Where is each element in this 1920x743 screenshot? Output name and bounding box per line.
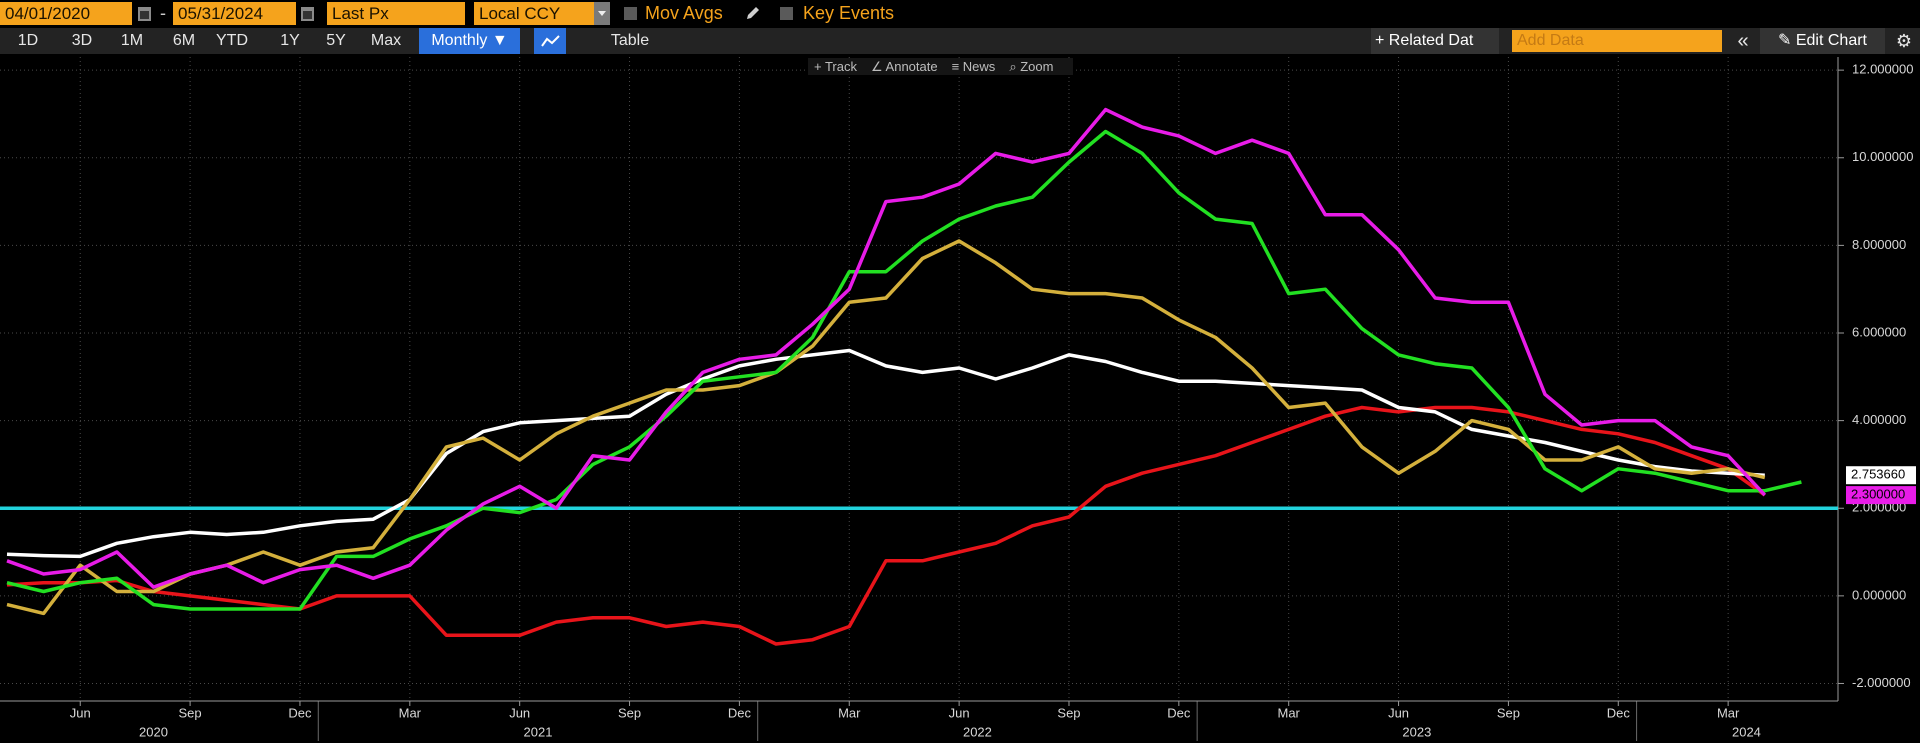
y-tick-label: -2.000000 [1852, 675, 1911, 690]
collapse-button[interactable]: « [1737, 30, 1749, 52]
series-line [6, 107, 1767, 589]
year-label: 2024 [1732, 724, 1761, 739]
x-tick-label: Jun [949, 705, 970, 720]
x-tick-label: Dec [1607, 705, 1631, 720]
year-label: 2023 [1402, 724, 1431, 739]
value-label: 2.300000 [1851, 487, 1905, 502]
x-tick-label: Dec [288, 705, 312, 720]
value-label: 2.753660 [1851, 467, 1905, 482]
range-button[interactable]: 3D [71, 32, 93, 49]
range-button[interactable]: 6M [172, 32, 196, 49]
date-separator: - [160, 3, 166, 23]
chart-tool[interactable]: ⌕ Zoom [1009, 59, 1054, 74]
x-tick-label: Sep [179, 705, 202, 720]
x-tick-label: Mar [838, 705, 861, 720]
range-button[interactable]: 5Y [326, 32, 346, 49]
chart-tool[interactable]: + Track [814, 59, 857, 74]
chart-tool[interactable]: ∠ Annotate [871, 59, 938, 74]
x-tick-label: Jun [70, 705, 91, 720]
x-tick-label: Dec [1167, 705, 1191, 720]
range-button[interactable]: 1D [17, 32, 39, 49]
year-label: 2020 [139, 724, 168, 739]
edit-chart-button[interactable]: ✎ Edit Chart [1760, 28, 1885, 54]
field-select[interactable]: Last Px [327, 2, 465, 25]
x-tick-label: Sep [1057, 705, 1080, 720]
year-label: 2022 [963, 724, 992, 739]
chart-tools: + Track ∠ Annotate ≡ News ⌕ Zoom [808, 58, 1074, 75]
dropdown-arrow[interactable] [594, 2, 610, 25]
range-button[interactable]: Max [370, 32, 402, 49]
calendar-icon[interactable] [137, 5, 152, 22]
y-tick-label: 0.000000 [1852, 587, 1906, 602]
x-tick-label: Mar [1278, 705, 1301, 720]
calendar-icon[interactable] [300, 5, 315, 22]
settings-button[interactable]: ⚙ [1895, 31, 1913, 51]
y-tick-label: 10.000000 [1852, 149, 1913, 164]
chart-type-button[interactable] [534, 28, 566, 54]
y-tick-label: 4.000000 [1852, 412, 1906, 427]
add-data-field[interactable]: Add Data [1512, 30, 1722, 52]
x-tick-label: Dec [728, 705, 752, 720]
range-button[interactable]: YTD [216, 32, 248, 49]
x-tick-label: Mar [1717, 705, 1740, 720]
x-tick-label: Mar [399, 705, 422, 720]
key-events-label[interactable]: Key Events [803, 3, 895, 23]
table-button[interactable]: Table [610, 32, 650, 49]
mov-avgs-label[interactable]: Mov Avgs [645, 3, 723, 23]
start-date[interactable]: 04/01/2020 [0, 2, 132, 25]
x-tick-label: Jun [509, 705, 530, 720]
value-label-box [1846, 466, 1916, 485]
series-line [6, 239, 1766, 616]
checkbox[interactable] [624, 7, 637, 20]
end-date[interactable]: 05/31/2024 [173, 2, 296, 25]
x-tick-label: Sep [1497, 705, 1520, 720]
series-line [6, 348, 1765, 559]
related-data-button[interactable]: + Related Dat [1371, 28, 1499, 54]
y-tick-label: 6.000000 [1852, 324, 1906, 339]
chart-tool[interactable]: ≡ News [951, 59, 996, 74]
toolbar-row: Monthly ▼ Table + Related Dat Add Data «… [0, 28, 1920, 54]
x-tick-label: Jun [1388, 705, 1409, 720]
chart: -2.0000000.0000002.0000004.0000006.00000… [0, 57, 1916, 741]
y-tick-label: 8.000000 [1852, 237, 1906, 252]
range-button[interactable]: 1Y [280, 32, 300, 49]
checkbox[interactable] [780, 7, 793, 20]
range-button[interactable]: 1M [120, 32, 144, 49]
period-select[interactable]: Monthly ▼ [419, 28, 520, 54]
currency-select[interactable]: Local CCY [474, 2, 594, 25]
y-tick-label: 12.000000 [1852, 62, 1913, 77]
series-line [6, 129, 1802, 611]
x-tick-label: Sep [618, 705, 641, 720]
value-label-box [1846, 486, 1916, 505]
year-label: 2021 [524, 724, 553, 739]
pencil-icon[interactable] [744, 5, 760, 22]
